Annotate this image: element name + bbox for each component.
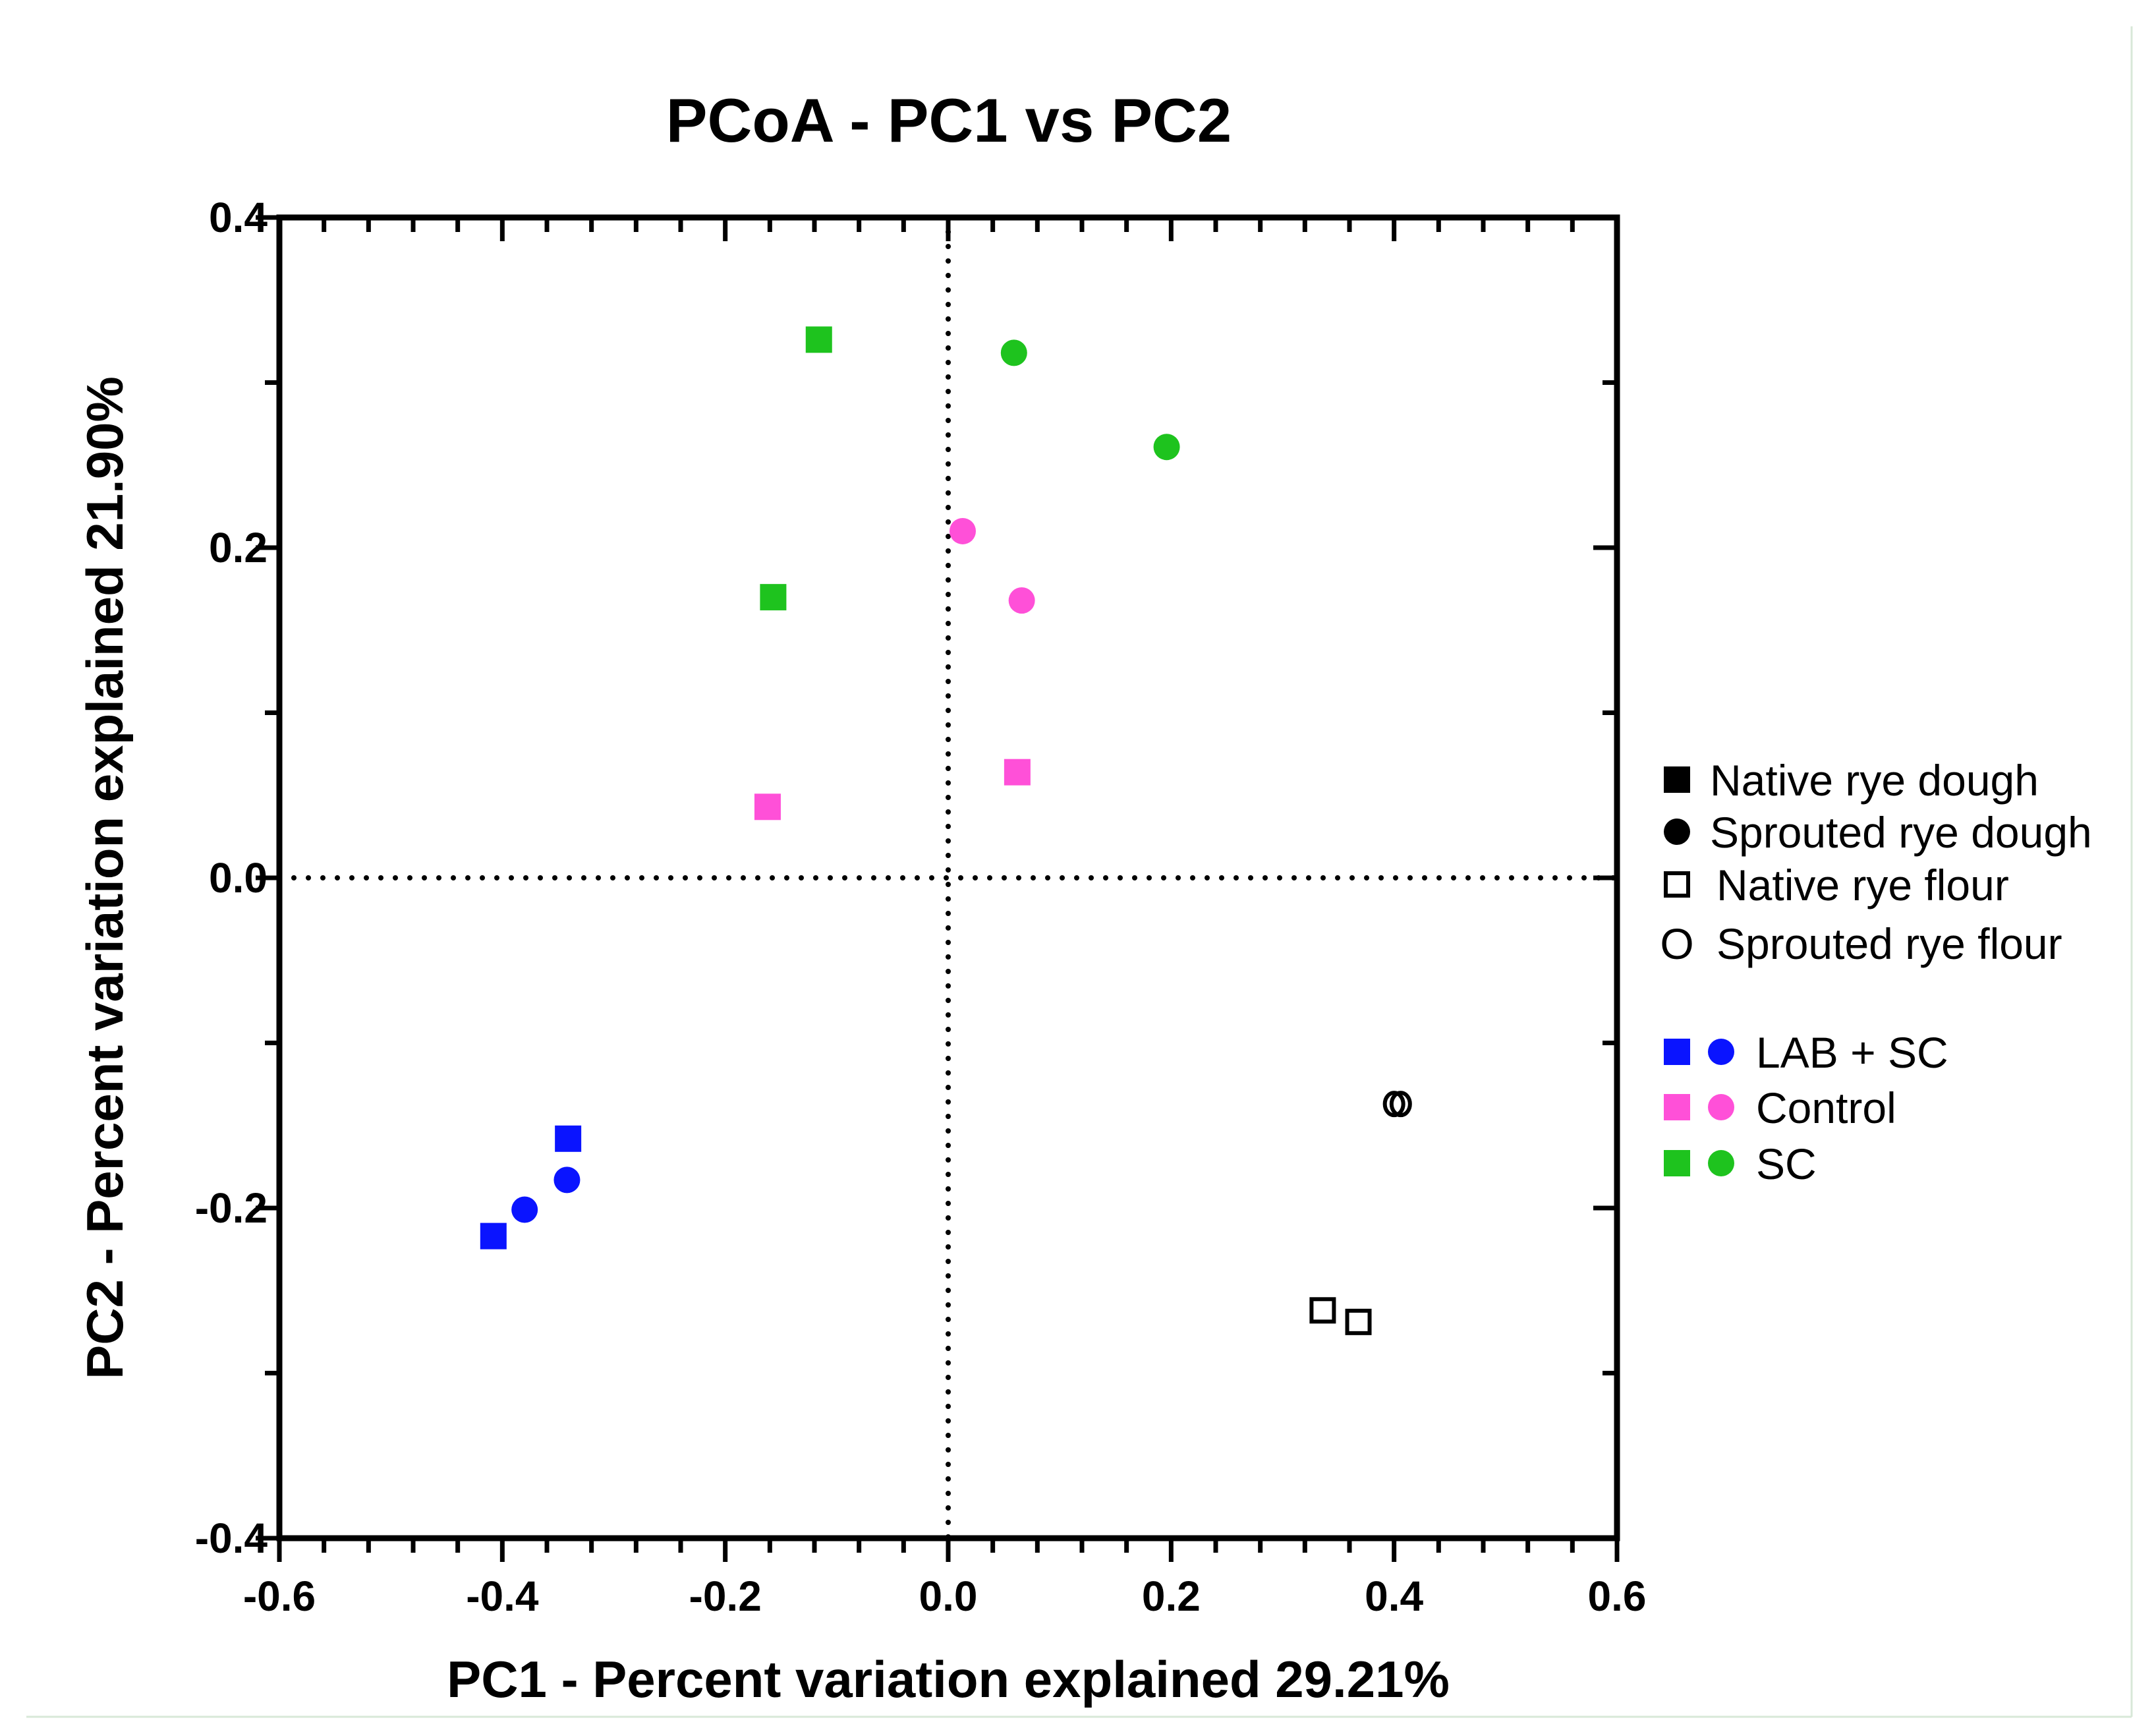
y-tick-label: 0.0 <box>209 854 268 902</box>
axis-ticks <box>256 215 1620 1562</box>
legend-marker <box>1664 871 1690 898</box>
data-point <box>1309 1297 1336 1324</box>
data-points <box>480 326 1412 1335</box>
data-point <box>511 1196 538 1223</box>
y-tick-label: 0.4 <box>209 194 268 241</box>
data-point <box>1153 434 1180 461</box>
data-point <box>555 1125 582 1152</box>
x-tick-label: 0.4 <box>1365 1572 1423 1620</box>
x-tick-label: -0.2 <box>689 1572 762 1620</box>
plot-frame <box>276 214 1620 1541</box>
x-tick-label: -0.4 <box>466 1572 539 1620</box>
data-point <box>1008 587 1035 614</box>
x-tick-label: 0.2 <box>1142 1572 1201 1620</box>
y-tick-label: -0.4 <box>195 1514 268 1562</box>
legend-color-square <box>1664 1094 1690 1120</box>
x-tick-label: 0.0 <box>919 1572 978 1620</box>
data-point <box>1004 759 1031 786</box>
legend-color-circle <box>1708 1094 1734 1120</box>
legend-color-square <box>1664 1039 1690 1065</box>
legend-color-circle <box>1708 1150 1734 1176</box>
legend-label: LAB + SC <box>1756 1028 1948 1077</box>
x-tick-label: -0.6 <box>243 1572 316 1620</box>
reference-lines <box>277 215 1620 1541</box>
chart-title: PCoA - PC1 vs PC2 <box>666 86 1232 155</box>
tick-labels: -0.6 -0.4 -0.2 0.0 0.2 0.4 0.6 -0.4 -0.2 0.0 0.2 0.… <box>195 194 1647 1620</box>
legend-color-circle <box>1708 1039 1734 1065</box>
x-axis-label: PC1 - Percent variation explained 29.21% <box>447 1650 1450 1708</box>
legend-marker-letter: O <box>1660 919 1693 968</box>
legend-label: Native rye flour <box>1716 861 2009 909</box>
legend-label: Control <box>1756 1083 1896 1132</box>
legend-label: Sprouted rye flour <box>1716 919 2062 968</box>
data-point <box>805 326 832 353</box>
legend-marker <box>1664 766 1690 793</box>
data-point <box>760 584 787 611</box>
legend-marker <box>1664 819 1690 845</box>
legend-label: Native rye dough <box>1710 756 2039 805</box>
y-tick-label: -0.2 <box>195 1184 268 1232</box>
x-tick-label: 0.6 <box>1588 1572 1647 1620</box>
data-point <box>553 1166 581 1194</box>
legend-label: SC <box>1756 1139 1817 1188</box>
data-point <box>1382 1091 1405 1118</box>
y-axis-label: PC2 - Percent variation explained 21.90% <box>76 376 134 1379</box>
data-point <box>754 793 781 821</box>
y-tick-label: 0.2 <box>209 524 268 571</box>
data-point <box>1000 339 1027 366</box>
data-point <box>1389 1091 1412 1118</box>
data-point <box>480 1223 507 1250</box>
data-point <box>1345 1308 1372 1335</box>
legend-color-square <box>1664 1150 1690 1176</box>
legend-label: Sprouted rye dough <box>1710 808 2092 857</box>
data-point <box>949 517 976 544</box>
